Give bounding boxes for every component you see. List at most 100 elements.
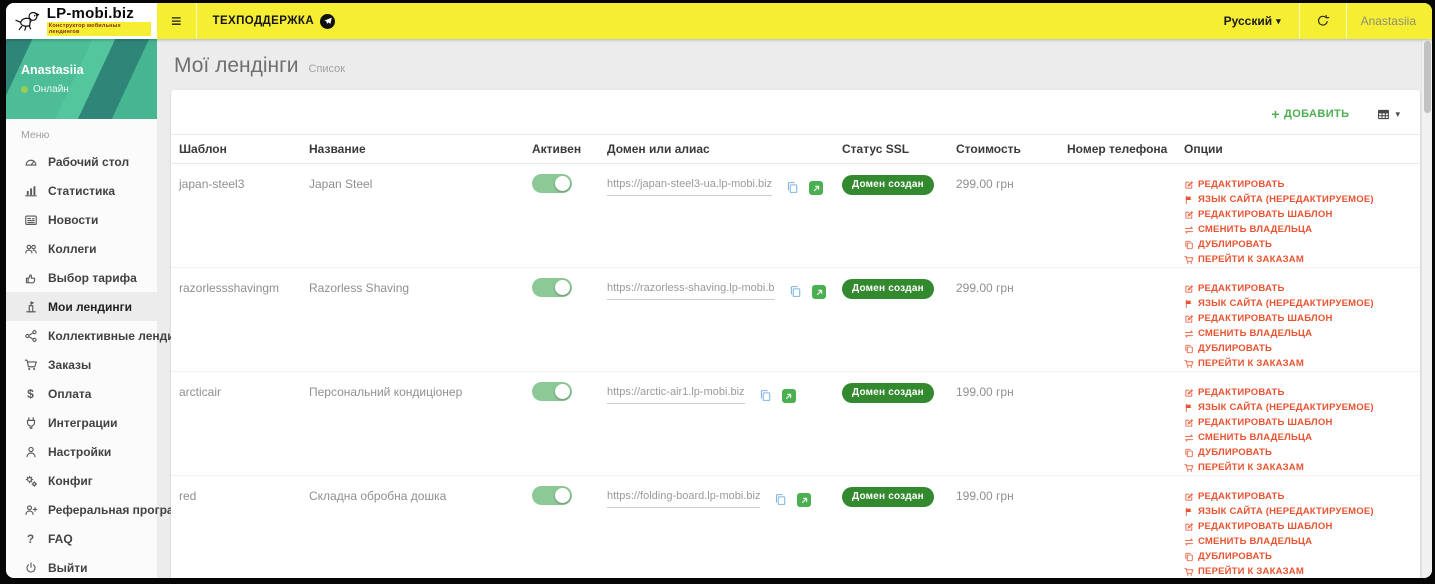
sidebar-item-collective-landings[interactable]: Коллективные лендинги [6, 321, 194, 350]
plug-icon [21, 416, 40, 430]
option-site-language[interactable]: ЯЗЫК САЙТА (НЕРЕДАКТИРУЕМОЕ) [1184, 504, 1416, 519]
copy-icon[interactable] [774, 493, 787, 509]
open-site-icon[interactable] [797, 493, 812, 507]
option-change-owner[interactable]: СМЕНИТЬ ВЛАДЕЛЬЦА [1184, 534, 1416, 549]
sidebar-item-label: Конфиг [48, 473, 93, 488]
menu-section-label: Меню [21, 129, 50, 141]
user-panel: Anastasiia Онлайн [6, 39, 157, 119]
telegram-icon [320, 13, 336, 29]
language-selector[interactable]: Русский ▾ [1206, 14, 1299, 28]
open-site-icon[interactable] [809, 181, 824, 195]
active-toggle[interactable] [532, 278, 572, 297]
dollar-icon: $ [27, 386, 34, 401]
cart-icon [1184, 567, 1194, 577]
edit-icon [1184, 522, 1194, 532]
domain-input[interactable]: https://arctic-air1.lp-mobi.biz [607, 386, 745, 404]
support-button[interactable]: ТЕХПОДДЕРЖКА [197, 13, 352, 29]
divider [1345, 3, 1347, 39]
name-cell: Razorless Shaving [309, 281, 410, 295]
sidebar-item-logout[interactable]: Выйти [6, 553, 157, 578]
option-edit-template[interactable]: РЕДАКТИРОВАТЬ ШАБЛОН [1184, 207, 1416, 222]
table-row: arcticair Персональний кондиціонер https:/… [171, 372, 1420, 476]
copy-icon[interactable] [786, 181, 799, 197]
refresh-button[interactable] [1300, 14, 1346, 28]
template-cell: arcticair [179, 385, 222, 399]
copy-icon[interactable] [759, 389, 772, 405]
option-change-owner[interactable]: СМЕНИТЬ ВЛАДЕЛЬЦА [1184, 326, 1416, 341]
dashboard-icon [24, 155, 38, 169]
scrollbar-thumb[interactable] [1424, 41, 1431, 113]
col-template: Шаблон [171, 134, 301, 164]
cart-icon [1184, 359, 1194, 369]
sidebar-item-label: Статистика [48, 183, 116, 198]
divider [1298, 3, 1300, 39]
scrollbar-track[interactable] [1421, 39, 1432, 578]
landing-icon [24, 300, 38, 314]
option-go-to-orders[interactable]: ПЕРЕЙТИ К ЗАКАЗАМ [1184, 460, 1416, 475]
add-button-label: ДОБАВИТЬ [1283, 108, 1350, 120]
option-change-owner[interactable]: СМЕНИТЬ ВЛАДЕЛЬЦА [1184, 430, 1416, 445]
user-plus-icon [24, 503, 38, 517]
sidebar-item-config[interactable]: Конфиг [6, 466, 157, 495]
price-cell: 199.00 грн [956, 489, 1014, 503]
share-icon [21, 329, 40, 343]
hamburger-menu-icon[interactable]: ≡ [171, 11, 182, 31]
option-edit[interactable]: РЕДАКТИРОВАТЬ [1184, 489, 1416, 504]
option-duplicate[interactable]: ДУБЛИРОВАТЬ [1184, 549, 1416, 564]
option-duplicate[interactable]: ДУБЛИРОВАТЬ [1184, 341, 1416, 356]
option-edit[interactable]: РЕДАКТИРОВАТЬ [1184, 281, 1416, 296]
sidebar-item-label: Мои лендинги [48, 299, 133, 314]
sidebar-item-label: Оплата [48, 386, 92, 401]
option-edit[interactable]: РЕДАКТИРОВАТЬ [1184, 177, 1416, 192]
phone-cell [1059, 164, 1176, 268]
sidebar-item-colleagues[interactable]: Коллеги [6, 234, 157, 263]
col-phone: Номер телефона [1059, 134, 1176, 164]
copy-icon[interactable] [789, 285, 802, 301]
option-duplicate[interactable]: ДУБЛИРОВАТЬ [1184, 237, 1416, 252]
sidebar-item-referral[interactable]: Реферальная программа [6, 495, 198, 524]
option-go-to-orders[interactable]: ПЕРЕЙТИ К ЗАКАЗАМ [1184, 356, 1416, 371]
open-site-icon[interactable] [781, 389, 796, 403]
sidebar-item-dashboard[interactable]: Рабочий стол [6, 147, 157, 176]
col-ssl-status: Статус SSL [834, 134, 948, 164]
sidebar-item-settings[interactable]: Настройки [6, 437, 157, 466]
sidebar-item-label: Реферальная программа [48, 502, 198, 517]
sidebar-item-label: Выбор тарифа [48, 270, 137, 285]
option-edit-template[interactable]: РЕДАКТИРОВАТЬ ШАБЛОН [1184, 519, 1416, 534]
active-toggle[interactable] [532, 486, 572, 505]
option-change-owner[interactable]: СМЕНИТЬ ВЛАДЕЛЬЦА [1184, 222, 1416, 237]
option-go-to-orders[interactable]: ПЕРЕЙТИ К ЗАКАЗАМ [1184, 564, 1416, 578]
add-button[interactable]: + ДОБАВИТЬ [1271, 106, 1349, 122]
sidebar-item-tariff[interactable]: Выбор тарифа [6, 263, 157, 292]
sidebar-item-news[interactable]: Новости [6, 205, 157, 234]
user-menu[interactable]: Anastasiia [1360, 14, 1416, 28]
option-site-language[interactable]: ЯЗЫК САЙТА (НЕРЕДАКТИРУЕМОЕ) [1184, 400, 1416, 415]
option-edit-template[interactable]: РЕДАКТИРОВАТЬ ШАБЛОН [1184, 311, 1416, 326]
landings-card: + ДОБАВИТЬ ▾ Шаблон Название Активе [171, 90, 1420, 578]
sidebar-item-faq[interactable]: ? FAQ [6, 524, 157, 553]
option-site-language[interactable]: ЯЗЫК САЙТА (НЕРЕДАКТИРУЕМОЕ) [1184, 296, 1416, 311]
open-site-icon[interactable] [812, 285, 826, 299]
option-site-language[interactable]: ЯЗЫК САЙТА (НЕРЕДАКТИРУЕМОЕ) [1184, 192, 1416, 207]
option-go-to-orders[interactable]: ПЕРЕЙТИ К ЗАКАЗАМ [1184, 252, 1416, 267]
sidebar-item-label: Интеграции [48, 415, 118, 430]
chevron-down-icon: ▾ [1276, 15, 1281, 26]
sidebar-item-my-landings[interactable]: Мои лендинги [6, 292, 157, 321]
support-label: ТЕХПОДДЕРЖКА [212, 15, 315, 27]
sidebar-item-integrations[interactable]: Интеграции [6, 408, 157, 437]
logo[interactable]: LP-mobi.biz Конструктор мобильных лендин… [6, 3, 157, 39]
exchange-icon [1184, 433, 1194, 443]
domain-input[interactable]: https://razorless-shaving.lp-mobi.biz [607, 282, 775, 300]
option-duplicate[interactable]: ДУБЛИРОВАТЬ [1184, 445, 1416, 460]
sidebar-item-statistics[interactable]: Статистика [6, 176, 157, 205]
domain-input[interactable]: https://japan-steel3-ua.lp-mobi.biz [607, 178, 773, 196]
table-view-dropdown[interactable]: ▾ [1377, 108, 1400, 121]
sidebar-item-payment[interactable]: $ Оплата [6, 379, 157, 408]
domain-input[interactable]: https://folding-board.lp-mobi.biz [607, 490, 761, 508]
option-edit[interactable]: РЕДАКТИРОВАТЬ [1184, 385, 1416, 400]
active-toggle[interactable] [532, 382, 572, 401]
price-cell: 299.00 грн [956, 177, 1014, 191]
active-toggle[interactable] [532, 174, 572, 193]
sidebar-item-orders[interactable]: Заказы [6, 350, 157, 379]
option-edit-template[interactable]: РЕДАКТИРОВАТЬ ШАБЛОН [1184, 415, 1416, 430]
